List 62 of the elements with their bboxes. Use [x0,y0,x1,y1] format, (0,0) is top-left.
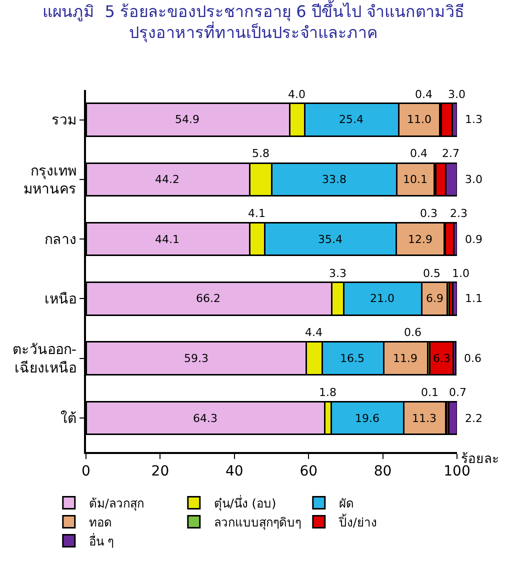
legend-label: ลวกแบบสุกๆดิบๆ [214,515,301,530]
legend-label: อื่น ๆ [88,532,114,548]
data-label: 4.0 [288,88,306,101]
data-label: 19.6 [355,412,380,425]
data-label: 11.3 [412,412,436,425]
legend-label: ปิ้ง/ย่าง [338,513,377,530]
x-tick-label: 100 [444,464,470,480]
y-tick-label: เหนือ [44,292,76,308]
data-label: 64.3 [193,412,218,425]
data-label: 35.4 [318,233,342,246]
data-label: 10.1 [403,173,428,186]
data-label: 1.3 [465,113,482,126]
data-label: 66.2 [196,292,220,305]
x-tick-label: 20 [151,464,170,480]
y-tick-label: กรุงเทพ มหานคร [23,163,76,198]
data-label: 12.9 [408,233,432,246]
data-label: 16.5 [340,352,364,365]
y-tick-label: ตะวันออก- เฉียงเหนือ [12,342,76,376]
data-label: 3.0 [465,173,482,186]
data-label: 0.3 [420,207,438,220]
data-label: 0.4 [415,88,432,101]
data-label: 4.4 [305,326,322,339]
x-tick-label: 60 [300,464,318,480]
y-tick-label: ใต้ [60,410,76,427]
data-label: 54.9 [175,113,200,126]
data-label: 0.5 [423,267,440,280]
data-label: 25.4 [339,113,364,126]
data-label: 33.8 [322,173,346,186]
data-label: 0.9 [465,233,482,246]
data-label: 0.1 [421,386,438,399]
data-label: 6.9 [426,292,444,305]
data-label: 44.1 [155,233,180,246]
data-label: 5.8 [252,147,270,160]
legend-label: ตุ๋น/นึ่ง (อบ) [214,494,276,512]
data-label: 44.2 [155,173,180,186]
data-label: 1.8 [319,386,336,399]
legend-label: ทอด [88,515,112,530]
data-label: 21.0 [370,292,394,305]
x-tick-label: 80 [374,464,392,480]
data-label: 2.2 [465,412,482,425]
data-label: 2.3 [450,207,468,220]
data-label: 3.0 [448,88,466,101]
data-label: 1.1 [465,292,482,305]
data-label: 11.9 [393,352,418,365]
y-tick-label: กลาง [44,232,76,248]
data-label: 0.7 [449,386,466,399]
data-label: 0.6 [464,352,482,365]
x-tick-label: 0 [82,464,90,480]
legend-label: ผัด [338,496,354,510]
y-tick-label: รวม [51,112,76,129]
data-label: 1.0 [452,267,470,280]
data-label: 4.1 [248,207,266,220]
data-label: 3.3 [329,267,346,280]
data-label: 6.3 [433,352,450,365]
legend-label: ต้ม/ลวกสุก [88,496,144,512]
data-label: 59.3 [184,352,208,365]
data-label: 11.0 [407,113,432,126]
data-label: 0.4 [410,147,428,160]
data-label: 2.7 [442,147,460,160]
x-tick-label: 40 [225,464,244,480]
chart-title: แผนภูมิ 5 ร้อยละของประชากรอายุ 6 ปีขึ้นไป จำแนกตามวิธี ปรุงอาหารที่ทานเป็นประจำและภาค [42,0,464,43]
data-label: 0.6 [404,326,422,339]
